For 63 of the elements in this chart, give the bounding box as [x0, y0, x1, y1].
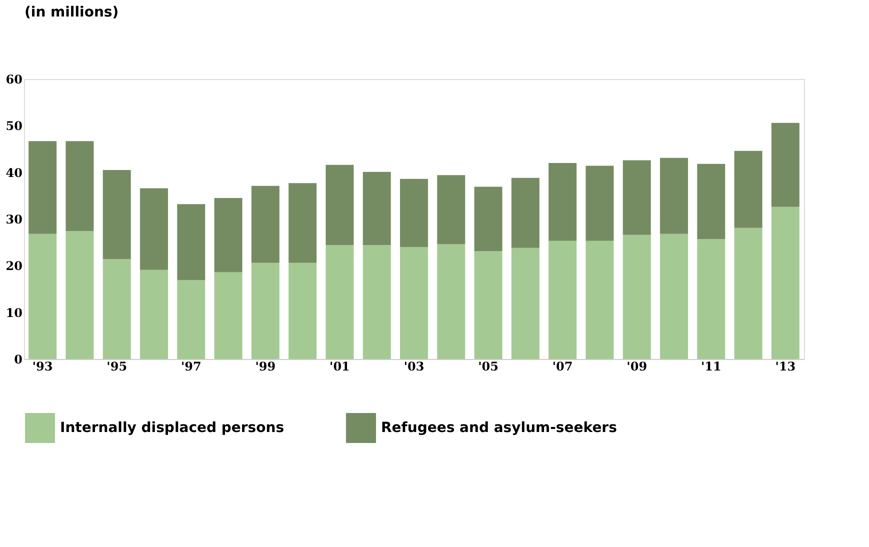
bar — [660, 234, 688, 359]
bar — [474, 251, 502, 359]
bar — [66, 141, 94, 232]
bar — [288, 183, 317, 263]
x-tick-label: '93 — [32, 360, 53, 374]
bar — [177, 204, 206, 280]
x-tick-label: '01 — [330, 360, 350, 374]
bar — [586, 240, 614, 359]
x-tick-label: '11 — [700, 360, 722, 374]
x-tick-label: '09 — [626, 360, 648, 374]
bar — [734, 150, 762, 228]
bar — [251, 186, 280, 263]
legend-label: Internally displaced persons — [60, 420, 284, 436]
bar — [474, 186, 502, 252]
bar — [697, 164, 726, 240]
bar — [548, 163, 577, 241]
y-tick-label: 60 — [6, 72, 22, 86]
bar — [214, 272, 242, 359]
bar — [660, 158, 688, 234]
bar — [622, 160, 651, 235]
bar — [362, 172, 391, 246]
x-tick-label: '97 — [180, 360, 202, 374]
x-tick-label: '03 — [404, 360, 424, 374]
bar — [586, 166, 614, 241]
y-tick-label: 10 — [6, 306, 22, 320]
bar — [140, 188, 168, 270]
y-tick-label: 50 — [6, 119, 22, 134]
bar — [326, 245, 354, 359]
y-tick-label: 0 — [14, 352, 22, 366]
bar — [102, 170, 131, 260]
bar — [251, 262, 280, 359]
x-tick-label: '99 — [255, 360, 276, 374]
bar — [362, 245, 391, 359]
bar — [102, 259, 131, 359]
bar — [511, 248, 540, 359]
bar — [548, 240, 577, 359]
bar — [771, 122, 800, 207]
bar — [734, 228, 762, 359]
bar — [511, 178, 540, 248]
y-tick-label: 20 — [6, 259, 22, 274]
x-tick-label: '05 — [478, 360, 498, 374]
y-tick-label: 30 — [6, 212, 22, 226]
bar — [140, 270, 168, 359]
x-tick-label: '95 — [106, 360, 128, 374]
bar — [177, 280, 206, 359]
bar — [400, 247, 428, 359]
bar — [400, 178, 428, 247]
x-tick-label: '13 — [775, 360, 796, 374]
bar — [288, 262, 317, 359]
bar — [697, 239, 726, 359]
bar — [66, 231, 94, 359]
y-tick-label: 40 — [6, 166, 22, 180]
bar — [437, 244, 466, 359]
bar — [771, 206, 800, 359]
y-axis-title: (in millions) — [24, 4, 119, 20]
bar — [622, 234, 651, 359]
bar — [28, 141, 57, 234]
legend-label: Refugees and asylum-seekers — [381, 420, 617, 436]
bar — [28, 234, 57, 359]
x-tick-label: '07 — [552, 360, 573, 374]
bar — [326, 164, 354, 246]
bar — [437, 175, 466, 244]
bar — [214, 198, 242, 272]
